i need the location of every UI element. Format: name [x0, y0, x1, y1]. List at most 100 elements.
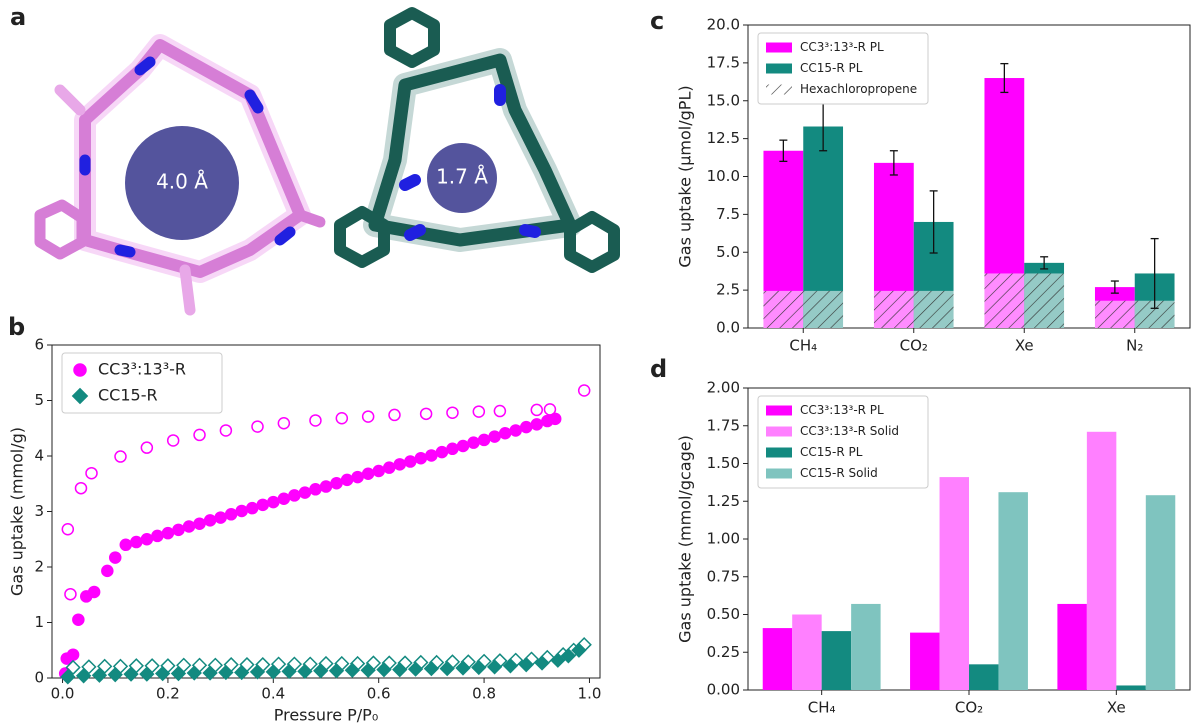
- marker: [363, 411, 374, 422]
- marker: [331, 478, 342, 489]
- marker: [247, 503, 258, 514]
- marker: [394, 459, 405, 470]
- figure: a 4.0 Å 1.7 Å b0123: [0, 0, 1192, 726]
- marker: [252, 421, 263, 432]
- y-tick-label: 5.0: [716, 243, 740, 261]
- legend-swatch: [766, 406, 792, 416]
- pore-label: 1.7 Å: [436, 165, 488, 189]
- marker: [173, 524, 184, 535]
- y-axis-label: Gas uptake (μmol/gPL): [676, 85, 695, 267]
- marker: [421, 408, 432, 419]
- marker: [141, 442, 152, 453]
- legend-label: CC15-R Solid: [800, 466, 878, 480]
- x-tick-label: 0.6: [367, 685, 391, 703]
- marker: [352, 472, 363, 483]
- marker: [152, 530, 163, 541]
- marker: [473, 406, 484, 417]
- y-tick-label: 6: [34, 336, 44, 354]
- marker: [215, 512, 226, 523]
- x-tick-label: N₂: [1126, 337, 1143, 355]
- marker: [89, 586, 100, 597]
- marker: [363, 468, 374, 479]
- marker: [310, 415, 321, 426]
- marker: [310, 484, 321, 495]
- x-tick-label: Xe: [1107, 699, 1126, 717]
- marker: [235, 666, 248, 679]
- x-tick-label: 0.0: [51, 685, 75, 703]
- marker: [468, 437, 479, 448]
- y-tick-label: 2.00: [707, 379, 740, 397]
- y-tick-label: 4: [34, 447, 44, 465]
- y-tick-label: 10.0: [707, 167, 740, 185]
- marker: [278, 418, 289, 429]
- marker: [384, 462, 395, 473]
- y-tick-label: 2.5: [716, 281, 740, 299]
- bar: [940, 477, 969, 690]
- x-tick-label: 0.2: [156, 685, 180, 703]
- marker: [75, 483, 86, 494]
- marker: [110, 552, 121, 563]
- y-tick-label: 0.50: [707, 605, 740, 623]
- legend-label: CC15-R: [98, 386, 158, 405]
- marker: [120, 539, 131, 550]
- bar: [1057, 604, 1086, 690]
- legend-swatch: [766, 43, 792, 53]
- overlay-bar: [914, 291, 954, 328]
- marker: [68, 649, 79, 660]
- marker: [283, 665, 296, 678]
- x-tick-label: CO₂: [900, 337, 928, 355]
- panel-a: a 4.0 Å 1.7 Å: [10, 3, 614, 310]
- legend-label: CC3³:13³-R PL: [800, 403, 884, 417]
- x-tick-label: 0.8: [472, 685, 496, 703]
- marker: [415, 453, 426, 464]
- marker: [289, 490, 300, 501]
- y-tick-label: 0.25: [707, 643, 740, 661]
- marker: [278, 493, 289, 504]
- marker: [131, 537, 142, 548]
- marker: [109, 668, 122, 681]
- marker: [531, 404, 542, 415]
- marker: [251, 665, 264, 678]
- marker: [510, 425, 521, 436]
- marker: [389, 409, 400, 420]
- marker: [531, 419, 542, 430]
- marker: [220, 425, 231, 436]
- marker: [86, 468, 97, 479]
- marker: [426, 450, 437, 461]
- marker: [194, 518, 205, 529]
- marker: [458, 441, 469, 452]
- marker: [447, 407, 458, 418]
- y-axis-label: Gas uptake (mmol/gcage): [676, 435, 695, 643]
- marker: [342, 474, 353, 485]
- marker: [500, 428, 511, 439]
- panel-label: c: [650, 7, 664, 35]
- bar: [910, 633, 939, 690]
- x-tick-label: CH₄: [808, 699, 836, 717]
- y-tick-label: 0.0: [716, 319, 740, 337]
- overlay-bar: [763, 291, 803, 328]
- y-tick-label: 1.25: [707, 492, 740, 510]
- legend-label: CC3³:13³-R PL: [800, 40, 884, 54]
- marker: [494, 406, 505, 417]
- y-tick-label: 1: [34, 613, 44, 631]
- marker: [168, 435, 179, 446]
- marker: [336, 413, 347, 424]
- y-tick-label: 17.5: [707, 53, 740, 71]
- marker: [373, 465, 384, 476]
- bar: [822, 631, 851, 690]
- marker: [321, 481, 332, 492]
- legend-label: CC15-R PL: [800, 61, 863, 75]
- marker: [124, 668, 137, 681]
- marker: [489, 431, 500, 442]
- marker: [257, 499, 268, 510]
- bar: [969, 664, 998, 690]
- marker: [73, 614, 84, 625]
- legend-label: CC15-R PL: [800, 445, 863, 459]
- y-tick-label: 7.5: [716, 205, 740, 223]
- bar: [792, 615, 821, 691]
- marker: [62, 524, 73, 535]
- marker: [405, 456, 416, 467]
- marker: [141, 534, 152, 545]
- marker: [226, 509, 237, 520]
- marker: [314, 664, 327, 677]
